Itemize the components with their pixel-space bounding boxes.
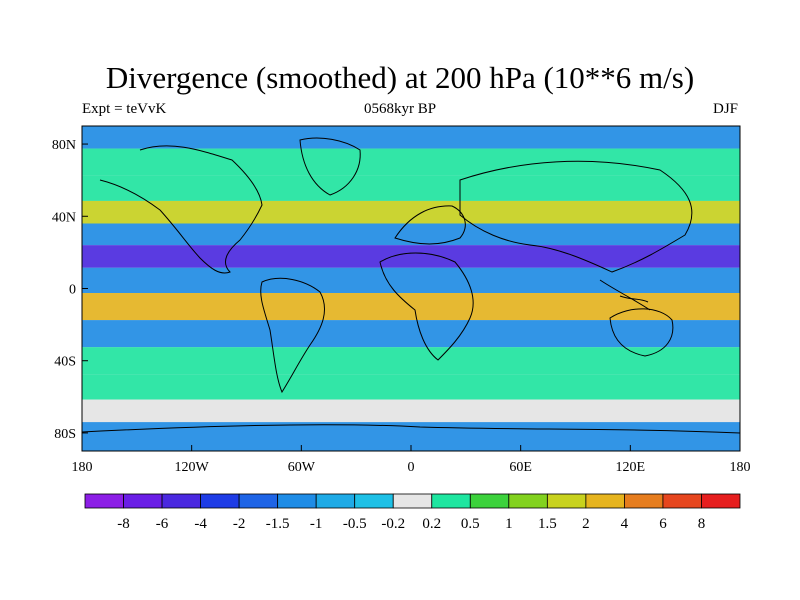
- colorbar-swatch: [238, 493, 279, 509]
- colorbar-label: -2: [233, 516, 246, 532]
- y-tick-label: 0: [69, 283, 76, 298]
- colorbar-swatch: [354, 493, 394, 509]
- colorbar-label: -6: [156, 516, 169, 532]
- colorbar-swatch: [546, 493, 587, 509]
- colorbar-swatch: [277, 493, 317, 509]
- colorbar-label: -0.2: [381, 516, 405, 532]
- field-band: [82, 200, 740, 224]
- field-band: [82, 148, 740, 176]
- colorbar-swatch: [624, 493, 664, 509]
- field-band: [82, 374, 740, 400]
- time-label: 0568kyr BP: [363, 101, 437, 117]
- colorbar-label: 2: [582, 516, 590, 532]
- colorbar-swatch: [200, 493, 240, 509]
- colorbar-swatch: [392, 493, 433, 509]
- colorbar-swatch: [469, 493, 510, 509]
- field-band: [82, 126, 740, 149]
- colorbar-label: -1.5: [266, 516, 290, 532]
- field-band: [82, 223, 740, 246]
- colorbar-label: 6: [659, 516, 667, 532]
- colorbar-label: -1: [310, 516, 323, 532]
- colorbar-label: -0.5: [343, 516, 367, 532]
- colorbar-label: 4: [621, 516, 629, 532]
- x-axis: 180 120W 60W 0 60E 120E 180: [72, 445, 751, 475]
- y-axis: 80N 40N 0 40S 80S: [52, 138, 88, 442]
- field-band: [82, 245, 740, 268]
- field-band: [82, 267, 740, 294]
- field-band: [82, 399, 740, 423]
- colorbar-label: 0.5: [461, 516, 480, 532]
- season-label: DJF: [712, 101, 738, 117]
- colorbar-label: 1: [505, 516, 513, 532]
- colorbar: -8 -6 -4 -2 -1.5 -1 -0.5 -0.2 0.2 0.5 1 1.5 2 4 6 8: [84, 493, 741, 532]
- coastlines: [82, 137, 740, 434]
- x-tick-label: 0: [408, 460, 415, 475]
- y-tick-label: 80S: [54, 427, 76, 442]
- field-band: [82, 175, 740, 201]
- field-band: [82, 320, 740, 348]
- colorbar-swatch: [161, 493, 201, 509]
- y-tick-label: 80N: [52, 138, 76, 153]
- colorbar-label: 8: [698, 516, 706, 532]
- colorbar-label: 0.2: [422, 516, 441, 532]
- plot-title: Divergence (smoothed) at 200 hPa (10**6 …: [105, 60, 695, 95]
- colorbar-swatch: [123, 493, 163, 509]
- colorbar-swatch: [84, 493, 124, 509]
- experiment-label: Expt = teVvK: [82, 101, 167, 117]
- x-tick-label: 180: [730, 460, 751, 475]
- colorbar-swatch: [431, 493, 471, 509]
- x-tick-label: 60W: [288, 460, 316, 475]
- colorbar-swatch: [585, 493, 625, 509]
- colorbar-swatch: [315, 493, 356, 509]
- colorbar-swatch: [508, 493, 548, 509]
- x-tick-label: 180: [72, 460, 93, 475]
- colorbar-swatch: [662, 493, 702, 509]
- x-tick-label: 60E: [509, 460, 532, 475]
- colorbar-label: 1.5: [538, 516, 557, 532]
- colorbar-swatch: [701, 493, 741, 509]
- field-band: [82, 347, 740, 375]
- x-tick-label: 120W: [175, 460, 210, 475]
- y-tick-label: 40N: [52, 210, 76, 225]
- colorbar-label: -4: [194, 516, 207, 532]
- divergence-field: [82, 126, 740, 451]
- y-tick-label: 40S: [54, 355, 76, 370]
- colorbar-label: -8: [117, 516, 130, 532]
- x-tick-label: 120E: [616, 460, 646, 475]
